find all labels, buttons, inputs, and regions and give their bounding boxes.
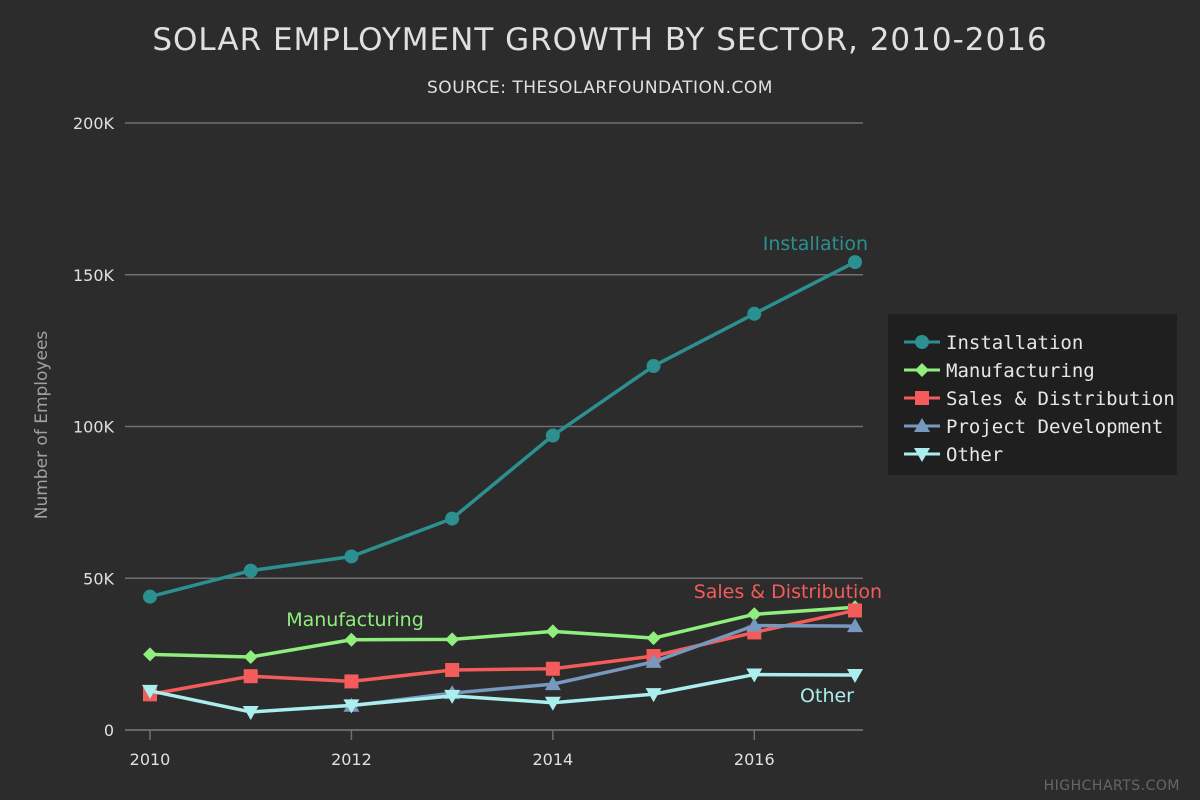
series-line: [149, 260, 856, 599]
data-point[interactable]: [242, 705, 259, 720]
legend-label: Project Development: [946, 416, 1164, 438]
data-point[interactable]: [847, 669, 863, 684]
data-point[interactable]: [445, 511, 460, 526]
data-point[interactable]: [445, 632, 460, 647]
y-axis-title: Number of Employees: [32, 331, 52, 520]
data-point[interactable]: [243, 649, 258, 664]
data-point[interactable]: [243, 669, 258, 684]
data-point[interactable]: [344, 674, 359, 689]
y-axis-ticks: 0 50K 100K 150K 200K: [73, 114, 115, 740]
legend-label: Sales & Distribution: [946, 388, 1175, 410]
data-point[interactable]: [848, 255, 862, 270]
series-line: [351, 623, 856, 708]
y-tick-label: 100K: [73, 418, 115, 437]
legend-triangle-icon: [904, 418, 940, 432]
legend-item-sales-distribution[interactable]: Sales & Distribution: [888, 386, 1177, 410]
y-tick-label: 50K: [83, 569, 114, 588]
data-point[interactable]: [646, 359, 661, 374]
legend-item-installation[interactable]: Installation: [888, 330, 1177, 354]
legend-item-project-development[interactable]: Project Development: [888, 414, 1177, 438]
data-point[interactable]: [444, 689, 461, 704]
legend-label: Installation: [946, 332, 1084, 354]
y-tick-label: 200K: [73, 114, 115, 133]
series-line: [149, 605, 856, 659]
chart-subtitle: SOURCE: THESOLARFOUNDATION.COM: [427, 78, 773, 98]
legend-label: Manufacturing: [946, 360, 1095, 382]
data-point[interactable]: [445, 662, 460, 677]
data-point[interactable]: [344, 549, 359, 564]
data-point[interactable]: [545, 661, 560, 676]
data-point[interactable]: [646, 631, 661, 646]
y-tick-label: 0: [104, 721, 114, 740]
x-tick-label: 2016: [734, 750, 775, 769]
series-labels: Installation Manufacturing Sales & Distrib…: [286, 233, 882, 707]
data-point[interactable]: [544, 676, 561, 691]
data-point[interactable]: [143, 589, 157, 604]
legend: Installation Manufacturing Sales & Distr…: [888, 314, 1177, 475]
data-point[interactable]: [545, 428, 560, 443]
series-label: Manufacturing: [286, 609, 424, 631]
data-point[interactable]: [143, 647, 157, 662]
data-point[interactable]: [847, 618, 863, 633]
series-label: Other: [800, 685, 854, 707]
x-tick-label: 2010: [130, 750, 171, 769]
series-line: [149, 672, 856, 714]
series-other: [142, 668, 863, 720]
data-point[interactable]: [142, 684, 158, 699]
chart-title: SOLAR EMPLOYMENT GROWTH BY SECTOR, 2010-…: [152, 22, 1047, 58]
legend-diamond-icon: [904, 363, 940, 377]
legend-triangle-down-icon: [904, 448, 940, 462]
legend-item-manufacturing[interactable]: Manufacturing: [888, 358, 1177, 382]
data-point[interactable]: [746, 617, 763, 632]
legend-item-other[interactable]: Other: [888, 442, 1177, 466]
series-line: [149, 608, 856, 697]
x-axis-ticks: 2010 2012 2014 2016: [125, 729, 863, 769]
data-point[interactable]: [544, 696, 561, 711]
series-layer: [142, 255, 863, 720]
y-tick-label: 150K: [73, 266, 115, 285]
data-point[interactable]: [343, 699, 360, 714]
data-point[interactable]: [545, 624, 560, 639]
legend-square-icon: [904, 391, 940, 405]
credits[interactable]: HIGHCHARTS.COM: [1044, 778, 1180, 794]
data-point[interactable]: [747, 306, 762, 321]
data-point[interactable]: [747, 607, 762, 622]
x-tick-label: 2012: [331, 750, 372, 769]
data-point[interactable]: [848, 603, 862, 618]
data-point[interactable]: [344, 632, 359, 647]
legend-label: Other: [946, 444, 1004, 466]
x-tick-label: 2014: [532, 750, 573, 769]
data-point[interactable]: [645, 653, 662, 668]
legend-circle-icon: [904, 335, 940, 349]
series-sales-distribution: [143, 603, 862, 702]
data-point[interactable]: [746, 668, 763, 683]
series-label: Sales & Distribution: [694, 581, 882, 603]
series-manufacturing: [143, 600, 862, 664]
series-label: Installation: [763, 233, 868, 255]
series-installation: [143, 255, 862, 604]
data-point[interactable]: [645, 688, 662, 703]
data-point[interactable]: [243, 563, 258, 578]
